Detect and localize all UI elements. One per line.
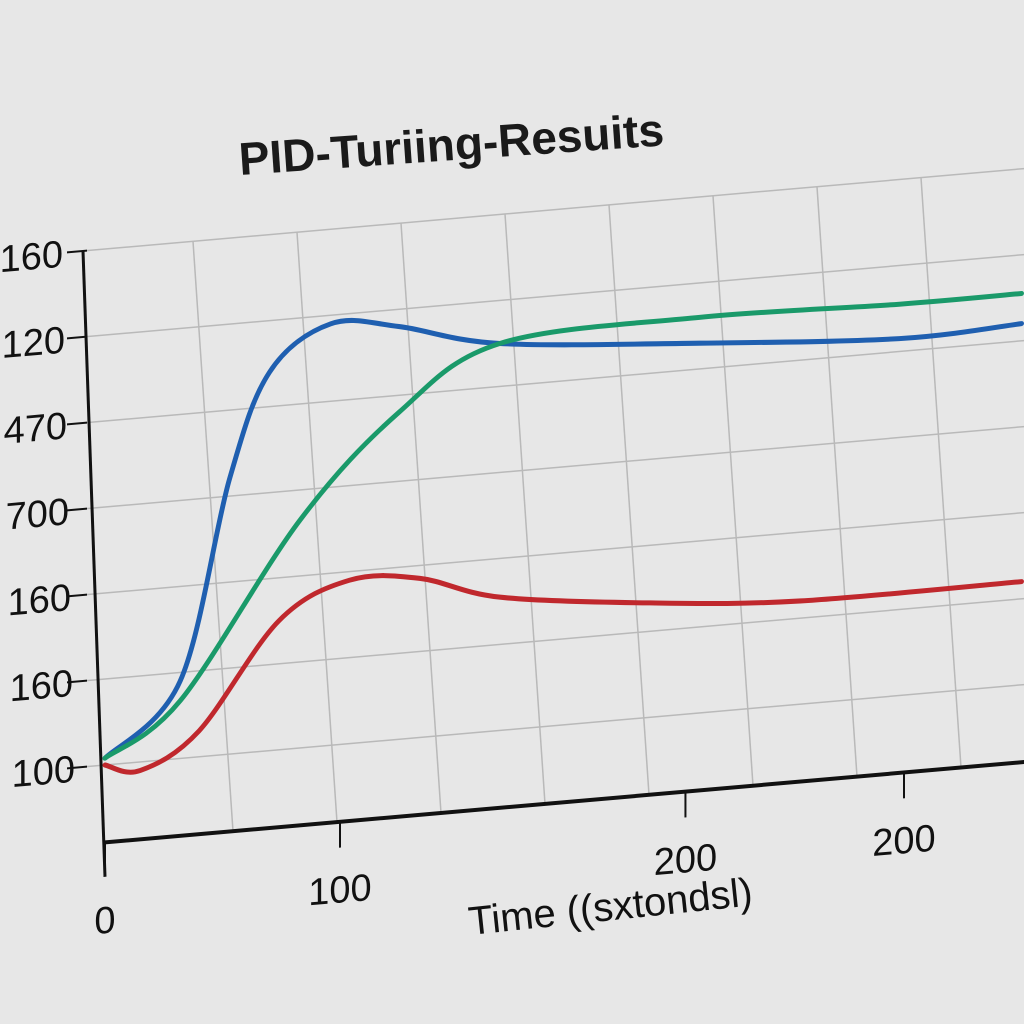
axes: [81, 250, 1024, 877]
grid-line-vertical: [920, 177, 962, 768]
series-line-3: [102, 573, 1024, 775]
y-tick-mark: [67, 765, 87, 770]
x-axis-line: [105, 759, 1024, 845]
grid-line-vertical: [504, 213, 546, 805]
series-line-1: [102, 317, 1024, 761]
y-tick-label: 160: [8, 577, 71, 624]
grid-line-horizontal: [85, 253, 1024, 338]
grid-line-vertical: [192, 241, 234, 832]
x-tick-label: 200: [872, 818, 935, 865]
y-tick-mark: [67, 593, 87, 598]
y-tick-label: 120: [2, 320, 65, 367]
y-tick-label: 160: [10, 663, 73, 710]
y-tick-mark: [67, 249, 87, 254]
grid-line-horizontal: [85, 425, 1024, 510]
y-tick-labels: 100 160 160 700 470 120 160: [0, 234, 87, 796]
y-tick-mark: [67, 421, 87, 426]
y-tick-mark: [67, 335, 87, 340]
series-line-2: [102, 291, 1024, 761]
grid-line-horizontal: [85, 683, 1024, 768]
y-tick-label: 700: [6, 491, 69, 538]
grid-line-vertical: [816, 186, 858, 777]
x-tick-label: 0: [94, 899, 115, 943]
grid-line-vertical: [400, 222, 442, 814]
y-tick-mark: [67, 679, 87, 684]
y-tick-mark: [67, 507, 87, 512]
y-tick-label: 160: [0, 234, 63, 281]
y-tick-label: 100: [12, 749, 75, 796]
grid: [85, 167, 1024, 832]
grid-line-vertical: [608, 204, 650, 795]
y-axis-line: [81, 250, 107, 877]
grid-line-horizontal: [85, 167, 1024, 252]
plot-area: 100 160 160 700 470 120 160 0 100 200 200: [0, 167, 1024, 943]
grid-line-vertical: [296, 232, 338, 823]
x-tick-label: 100: [308, 867, 371, 914]
grid-line-vertical: [712, 195, 754, 786]
x-tick-labels: 0 100 200 200: [94, 772, 936, 943]
grid-line-horizontal: [85, 339, 1024, 424]
series-group: [102, 291, 1024, 775]
y-tick-label: 470: [4, 405, 67, 452]
x-tick-label: 200: [654, 837, 717, 884]
grid-line-horizontal: [85, 511, 1024, 596]
